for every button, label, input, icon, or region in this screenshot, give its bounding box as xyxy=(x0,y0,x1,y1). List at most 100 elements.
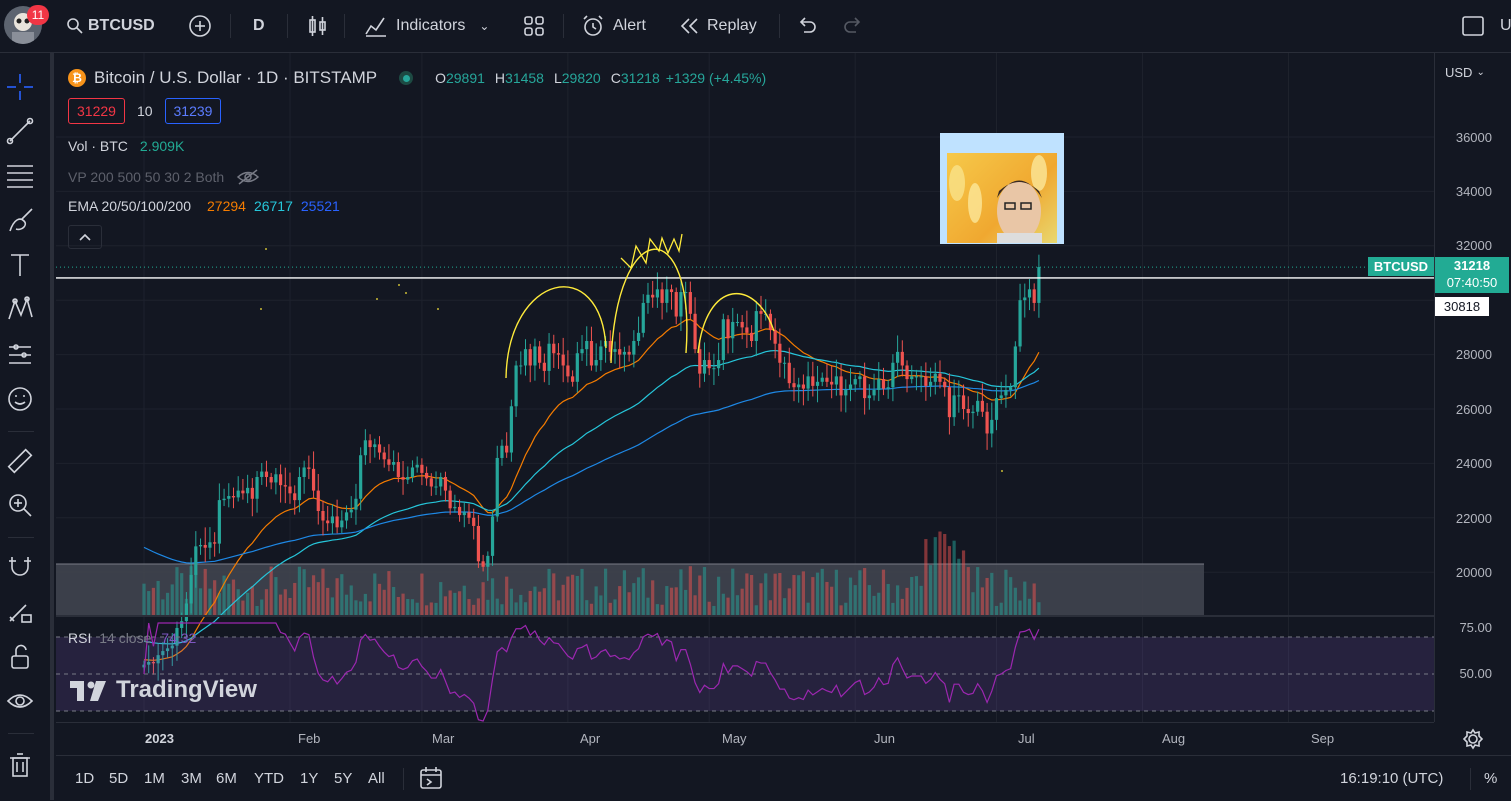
pencil-lock-icon xyxy=(9,604,32,623)
volume-bar xyxy=(603,568,608,616)
candle-body xyxy=(971,411,975,414)
image-sticker[interactable] xyxy=(940,133,1064,244)
candle-body xyxy=(985,411,989,434)
rsi-axis-label: 75.00 xyxy=(1459,620,1492,635)
chart-pane[interactable]: TradingView xyxy=(56,53,1434,722)
prediction-tool[interactable] xyxy=(4,339,36,371)
candle-body xyxy=(142,664,146,668)
brush-tool[interactable] xyxy=(4,205,36,237)
candle-body xyxy=(896,351,900,363)
axis-settings-button[interactable] xyxy=(1462,728,1484,755)
date-range-button[interactable] xyxy=(419,766,445,795)
compare-button[interactable] xyxy=(188,12,212,40)
range-3m[interactable]: 3M xyxy=(181,770,202,787)
fullscreen-button[interactable] xyxy=(1461,12,1485,40)
zoom-tool[interactable] xyxy=(4,489,36,521)
range-6m[interactable]: 6M xyxy=(216,770,237,787)
candle-body xyxy=(335,516,339,528)
lock-tool[interactable] xyxy=(4,641,36,673)
symbol-axis-tag: BTCUSD xyxy=(1368,257,1434,276)
eye-hidden-icon[interactable] xyxy=(236,168,260,186)
volume-bar xyxy=(500,604,504,616)
text-tool[interactable] xyxy=(4,249,36,281)
ask-button[interactable]: 31239 xyxy=(164,98,222,124)
fib-tool[interactable] xyxy=(4,159,36,191)
volume-bar xyxy=(712,605,716,616)
notification-badge[interactable]: 11 xyxy=(27,5,49,25)
layouts-button[interactable] xyxy=(522,12,546,40)
bid-button[interactable]: 31229 xyxy=(68,98,125,124)
time-label: Aug xyxy=(1162,731,1186,746)
pattern-tool[interactable] xyxy=(4,293,36,325)
volume-bar xyxy=(425,605,429,616)
utc-clock[interactable]: 16:19:10 (UTC) xyxy=(1340,770,1444,787)
candle-body xyxy=(990,419,994,434)
ema-legend[interactable]: EMA 20/50/100/200 27294 26717 25521 xyxy=(68,198,340,214)
volume-bar xyxy=(792,575,796,616)
volume-bar xyxy=(589,603,594,616)
range-1d[interactable]: 1D xyxy=(75,770,95,787)
range-1y[interactable]: 1Y xyxy=(300,770,319,787)
volume-bar xyxy=(853,585,857,616)
indicators-button[interactable]: Indicators ⌄ xyxy=(364,12,489,40)
candle-body xyxy=(830,381,834,385)
candle-body xyxy=(217,500,221,544)
candle-body xyxy=(476,525,481,562)
volume-bar xyxy=(759,583,763,616)
volume-bar xyxy=(1032,583,1036,616)
visibility-tool[interactable] xyxy=(4,685,36,717)
market-status-dot[interactable] xyxy=(399,71,414,85)
replay-button[interactable]: Replay xyxy=(679,12,757,40)
candle-body xyxy=(872,389,876,396)
range-5y[interactable]: 5Y xyxy=(334,770,353,787)
lock-drawing-tool[interactable] xyxy=(4,595,36,627)
remove-drawings-tool[interactable] xyxy=(4,749,36,781)
icon-tool[interactable] xyxy=(4,383,36,415)
symbol-legend[interactable]: ₿ Bitcoin / U.S. Dollar · 1D · BITSTAMP … xyxy=(68,68,766,88)
volume-bar xyxy=(1018,600,1022,616)
chart-type-button[interactable] xyxy=(307,12,329,40)
volume-bar xyxy=(961,550,966,616)
currency-selector[interactable]: USD ⌄ xyxy=(1445,65,1485,80)
candle-body xyxy=(905,365,909,380)
rsi-legend[interactable]: RSI 14 close 74.32 xyxy=(68,630,196,646)
volume-bar xyxy=(495,598,499,616)
volume-bar xyxy=(165,592,170,616)
price-lines xyxy=(56,266,1434,279)
redo-button[interactable] xyxy=(842,12,864,40)
volume-bar xyxy=(886,584,890,616)
chevron-down-icon[interactable]: ⌄ xyxy=(479,19,490,33)
alert-button[interactable]: Alert xyxy=(581,12,646,40)
candle-body xyxy=(919,376,923,378)
volume-legend[interactable]: Vol · BTC 2.909K xyxy=(68,138,184,154)
symbol-search[interactable]: BTCUSD xyxy=(66,12,155,40)
price-axis[interactable]: USD ⌄ 36000 34000 32000 28000 26000 2400… xyxy=(1434,53,1511,722)
candle-body xyxy=(311,468,316,491)
candle-body xyxy=(571,376,575,382)
candle-body xyxy=(368,440,372,448)
candle-body xyxy=(443,477,448,491)
crosshair-icon xyxy=(7,74,33,100)
magnet-tool[interactable] xyxy=(4,551,36,583)
range-ytd[interactable]: YTD xyxy=(254,770,284,787)
percent-scale-toggle[interactable]: % xyxy=(1484,770,1498,787)
collapse-legend-button[interactable] xyxy=(68,225,102,249)
range-5d[interactable]: 5D xyxy=(109,770,129,787)
volume-bar xyxy=(778,573,782,616)
trend-line-tool[interactable] xyxy=(4,115,36,147)
undo-button[interactable] xyxy=(796,12,818,40)
volume-bar xyxy=(198,588,203,616)
crosshair-tool[interactable] xyxy=(4,71,36,103)
price-chart[interactable] xyxy=(56,53,1434,722)
time-axis[interactable]: 2023 Feb Mar Apr May Jun Jul Aug Sep xyxy=(56,722,1434,755)
range-1m[interactable]: 1M xyxy=(144,770,165,787)
volume-bar xyxy=(825,581,829,616)
candle-body xyxy=(269,477,273,483)
measure-tool[interactable] xyxy=(4,445,36,477)
range-all[interactable]: All xyxy=(368,770,385,787)
volume-bar xyxy=(575,575,579,616)
interval-button[interactable]: D xyxy=(253,17,265,34)
vp-legend[interactable]: VP 200 500 50 30 2 Both xyxy=(68,168,260,186)
volume-bar xyxy=(608,602,612,616)
volume-bar xyxy=(830,586,834,616)
